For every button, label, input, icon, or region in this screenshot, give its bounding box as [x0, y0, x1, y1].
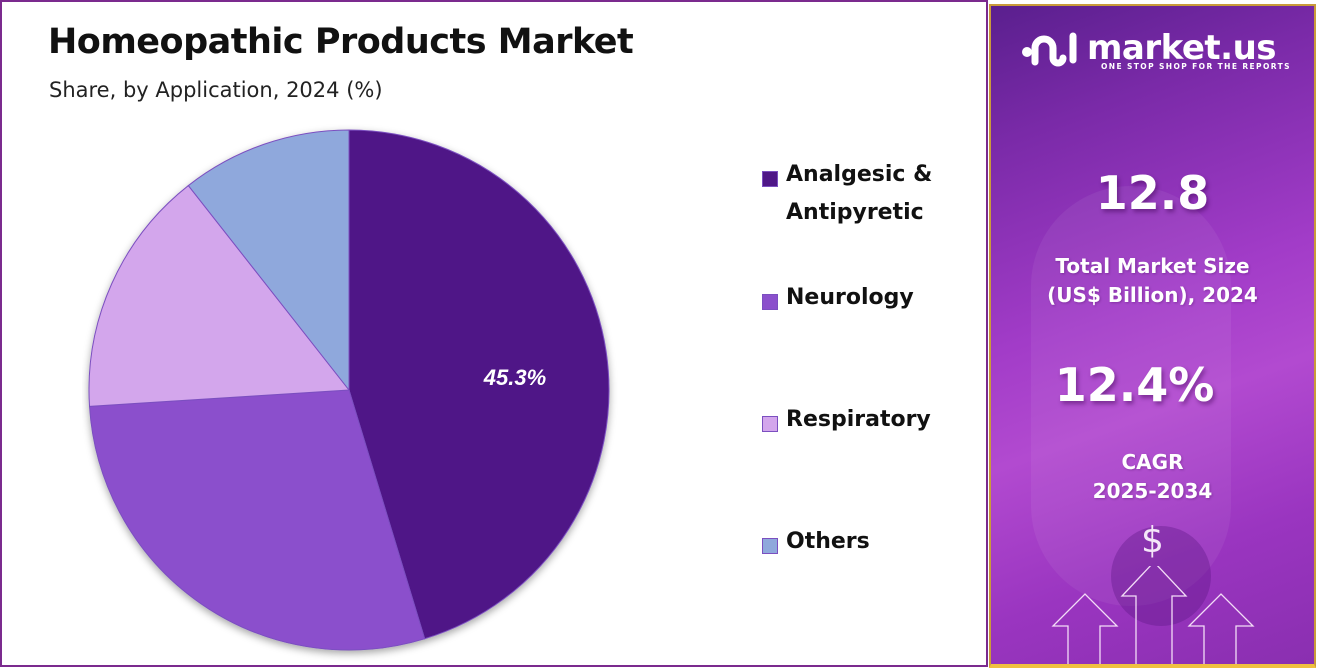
- summary-sidebar: market.us ONE STOP SHOP FOR THE REPORTS …: [989, 4, 1316, 668]
- slice-label-analgesic: 45.3%: [483, 365, 546, 390]
- chart-subtitle: Share, by Application, 2024 (%): [49, 78, 383, 102]
- legend-item-respiratory[interactable]: Respiratory: [762, 407, 931, 439]
- dollar-icon: $: [1141, 520, 1164, 561]
- pie-chart-svg: 45.3%: [88, 129, 610, 651]
- pie-chart: 45.3%: [82, 124, 622, 664]
- pie-slice-neurology[interactable]: [88, 389, 426, 651]
- background-cup-image: [1111, 526, 1211, 626]
- legend-label-neurology: Neurology: [786, 285, 914, 310]
- legend-swatch-others: [762, 538, 778, 554]
- background-decoration: [1031, 186, 1231, 606]
- legend-item-others[interactable]: Others: [762, 529, 870, 561]
- pie-slice-others[interactable]: [187, 129, 350, 392]
- brand-tagline: ONE STOP SHOP FOR THE REPORTS: [1101, 62, 1291, 71]
- chart-panel: Homeopathic Products Market Share, by Ap…: [0, 0, 988, 667]
- cagr-value: 12.4%: [1054, 358, 1215, 412]
- legend-swatch-neurology: [762, 294, 778, 310]
- legend-swatch-respiratory: [762, 416, 778, 432]
- legend-item-neurology[interactable]: Neurology: [762, 285, 914, 317]
- growth-arrows-icon: [1051, 566, 1255, 664]
- brand-name: market.us: [1087, 28, 1277, 68]
- brand-logo-icon: [1022, 32, 1077, 67]
- market-size-label: Total Market Size (US$ Billion), 2024: [1047, 254, 1258, 307]
- market-size-value: 12.8: [1095, 166, 1210, 220]
- legend-label-respiratory: Respiratory: [786, 407, 931, 432]
- pie-slice-respiratory[interactable]: [88, 184, 350, 407]
- legend-swatch-analgesic: [762, 171, 778, 187]
- cagr-label: CAGR 2025-2034: [1092, 450, 1213, 503]
- legend-label-others: Others: [786, 529, 870, 554]
- chart-title: Homeopathic Products Market: [48, 22, 634, 62]
- legend-item-analgesic[interactable]: Analgesic & Antipyretic: [762, 162, 932, 232]
- legend-label-analgesic: Analgesic & Antipyretic: [786, 162, 933, 225]
- brand-logo[interactable]: market.us: [1021, 28, 1277, 68]
- pie-slice-analgesic[interactable]: [348, 129, 610, 640]
